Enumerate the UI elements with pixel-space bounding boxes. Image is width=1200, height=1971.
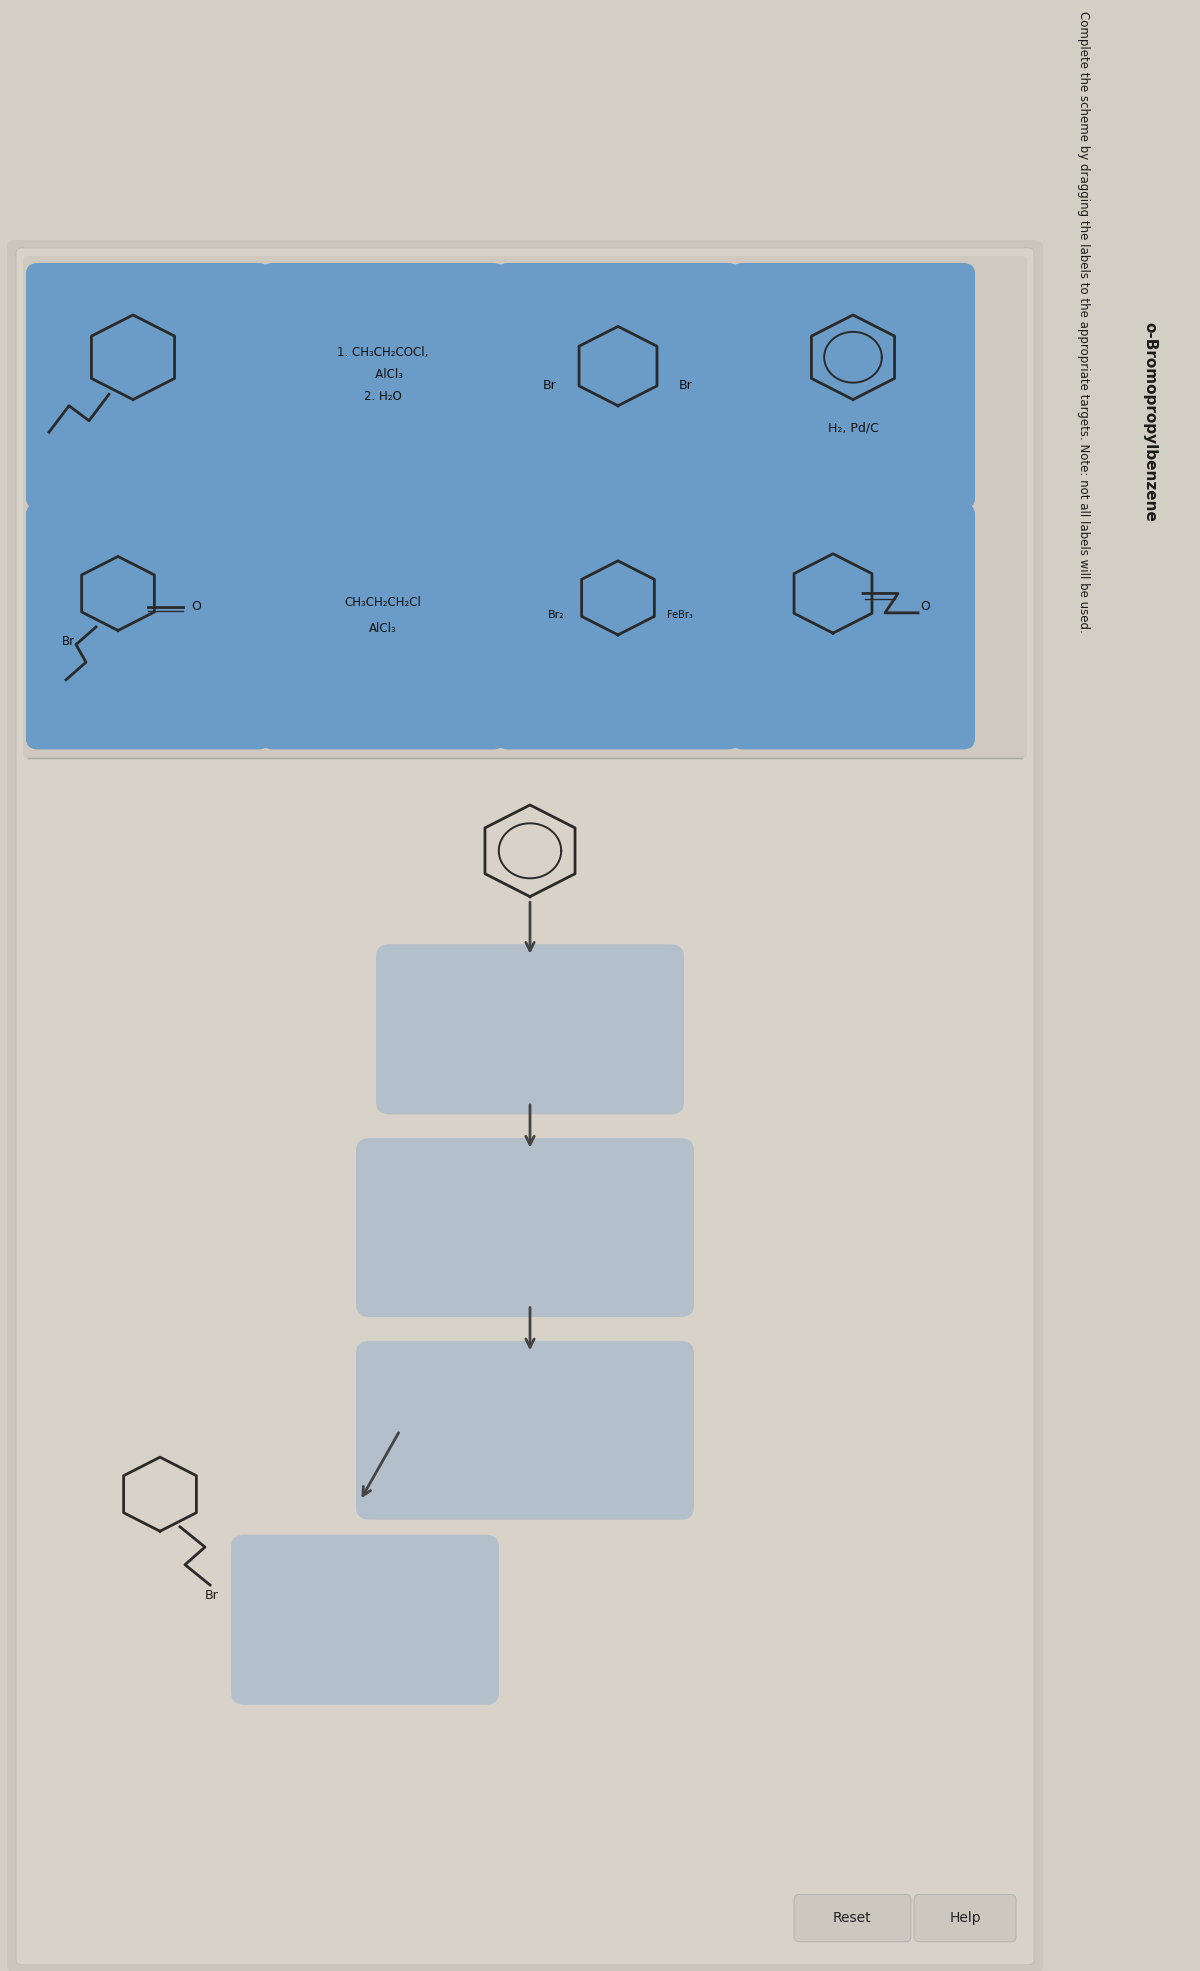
Text: Br: Br <box>544 378 557 392</box>
Text: Br: Br <box>61 635 74 648</box>
Text: AlCl₃: AlCl₃ <box>364 369 402 382</box>
Text: O: O <box>191 601 200 613</box>
FancyBboxPatch shape <box>356 1137 694 1317</box>
Text: Br: Br <box>205 1589 218 1602</box>
FancyBboxPatch shape <box>731 503 974 749</box>
FancyBboxPatch shape <box>7 240 1043 1971</box>
FancyBboxPatch shape <box>262 503 505 749</box>
Text: AlCl₃: AlCl₃ <box>370 623 397 635</box>
FancyBboxPatch shape <box>230 1535 499 1705</box>
Text: Br: Br <box>679 378 692 392</box>
Text: Help: Help <box>949 1912 980 1926</box>
Text: 1. CH₃CH₂COCl,: 1. CH₃CH₂COCl, <box>337 347 428 359</box>
FancyBboxPatch shape <box>731 262 974 509</box>
Text: CH₃CH₂CH₂Cl: CH₃CH₂CH₂Cl <box>344 595 421 609</box>
Text: Complete the scheme by dragging the labels to the appropriate targets. Note: not: Complete the scheme by dragging the labe… <box>1078 12 1090 633</box>
FancyBboxPatch shape <box>16 248 1034 1965</box>
FancyBboxPatch shape <box>794 1894 911 1941</box>
FancyBboxPatch shape <box>356 1340 694 1520</box>
Text: Reset: Reset <box>833 1912 871 1926</box>
Text: o-Bromopropylbenzene: o-Bromopropylbenzene <box>1142 321 1158 522</box>
FancyBboxPatch shape <box>496 262 740 509</box>
FancyBboxPatch shape <box>376 944 684 1114</box>
FancyBboxPatch shape <box>496 503 740 749</box>
Text: H₂, Pd/C: H₂, Pd/C <box>828 422 878 434</box>
Text: O: O <box>920 601 930 613</box>
FancyBboxPatch shape <box>26 262 270 509</box>
Text: 2. H₂O: 2. H₂O <box>364 390 402 404</box>
FancyBboxPatch shape <box>26 503 270 749</box>
FancyBboxPatch shape <box>914 1894 1016 1941</box>
Text: Br₂: Br₂ <box>547 611 564 621</box>
FancyBboxPatch shape <box>262 262 505 509</box>
FancyBboxPatch shape <box>23 256 1027 759</box>
Text: FeBr₃: FeBr₃ <box>667 611 692 621</box>
